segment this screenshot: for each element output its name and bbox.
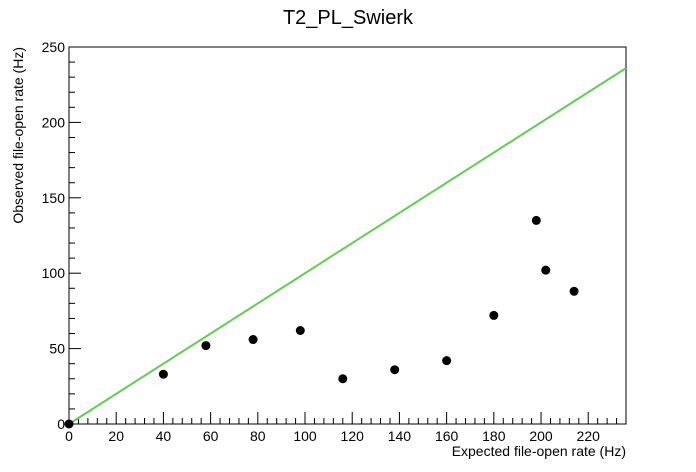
x-tick-label: 60 <box>203 428 219 444</box>
x-tick-label: 180 <box>482 428 506 444</box>
chart-title: T2_PL_Swierk <box>283 7 414 29</box>
y-tick-label: 150 <box>42 190 66 206</box>
y-tick-label: 100 <box>42 265 66 281</box>
y-tick-label: 200 <box>42 114 66 130</box>
x-tick-label: 200 <box>529 428 553 444</box>
y-axis-title: Observed file-open rate (Hz) <box>10 47 26 224</box>
y-tick-label: 0 <box>57 416 65 432</box>
x-tick-label: 140 <box>388 428 412 444</box>
data-point <box>531 215 541 225</box>
y-tick-label: 250 <box>42 39 66 55</box>
data-point <box>489 310 499 320</box>
data-point <box>295 326 305 336</box>
x-tick-label: 0 <box>65 428 73 444</box>
y-axis: 0 50 100 150 200 250 <box>42 39 81 432</box>
x-tick-label: 160 <box>435 428 459 444</box>
data-points <box>64 215 579 429</box>
plot-frame <box>68 46 627 425</box>
data-point <box>201 341 211 351</box>
reference-line-group <box>68 67 627 425</box>
data-point <box>390 365 400 375</box>
data-point <box>569 286 579 296</box>
x-axis: 0 20 40 60 80 100 120 140 160 180 200 220 <box>65 412 627 444</box>
data-point <box>541 265 551 275</box>
x-tick-label: 80 <box>250 428 266 444</box>
x-tick-label: 220 <box>577 428 601 444</box>
x-axis-title: Expected file-open rate (Hz) <box>452 443 626 459</box>
x-tick-label: 40 <box>156 428 172 444</box>
data-point <box>64 419 74 429</box>
data-point <box>248 335 258 345</box>
data-point <box>338 374 348 384</box>
x-tick-label: 100 <box>293 428 317 444</box>
y-tick-label: 50 <box>49 341 65 357</box>
data-point <box>442 356 452 366</box>
reference-line <box>68 67 627 425</box>
data-point <box>158 369 168 379</box>
x-tick-label: 20 <box>108 428 124 444</box>
x-tick-label: 120 <box>341 428 365 444</box>
